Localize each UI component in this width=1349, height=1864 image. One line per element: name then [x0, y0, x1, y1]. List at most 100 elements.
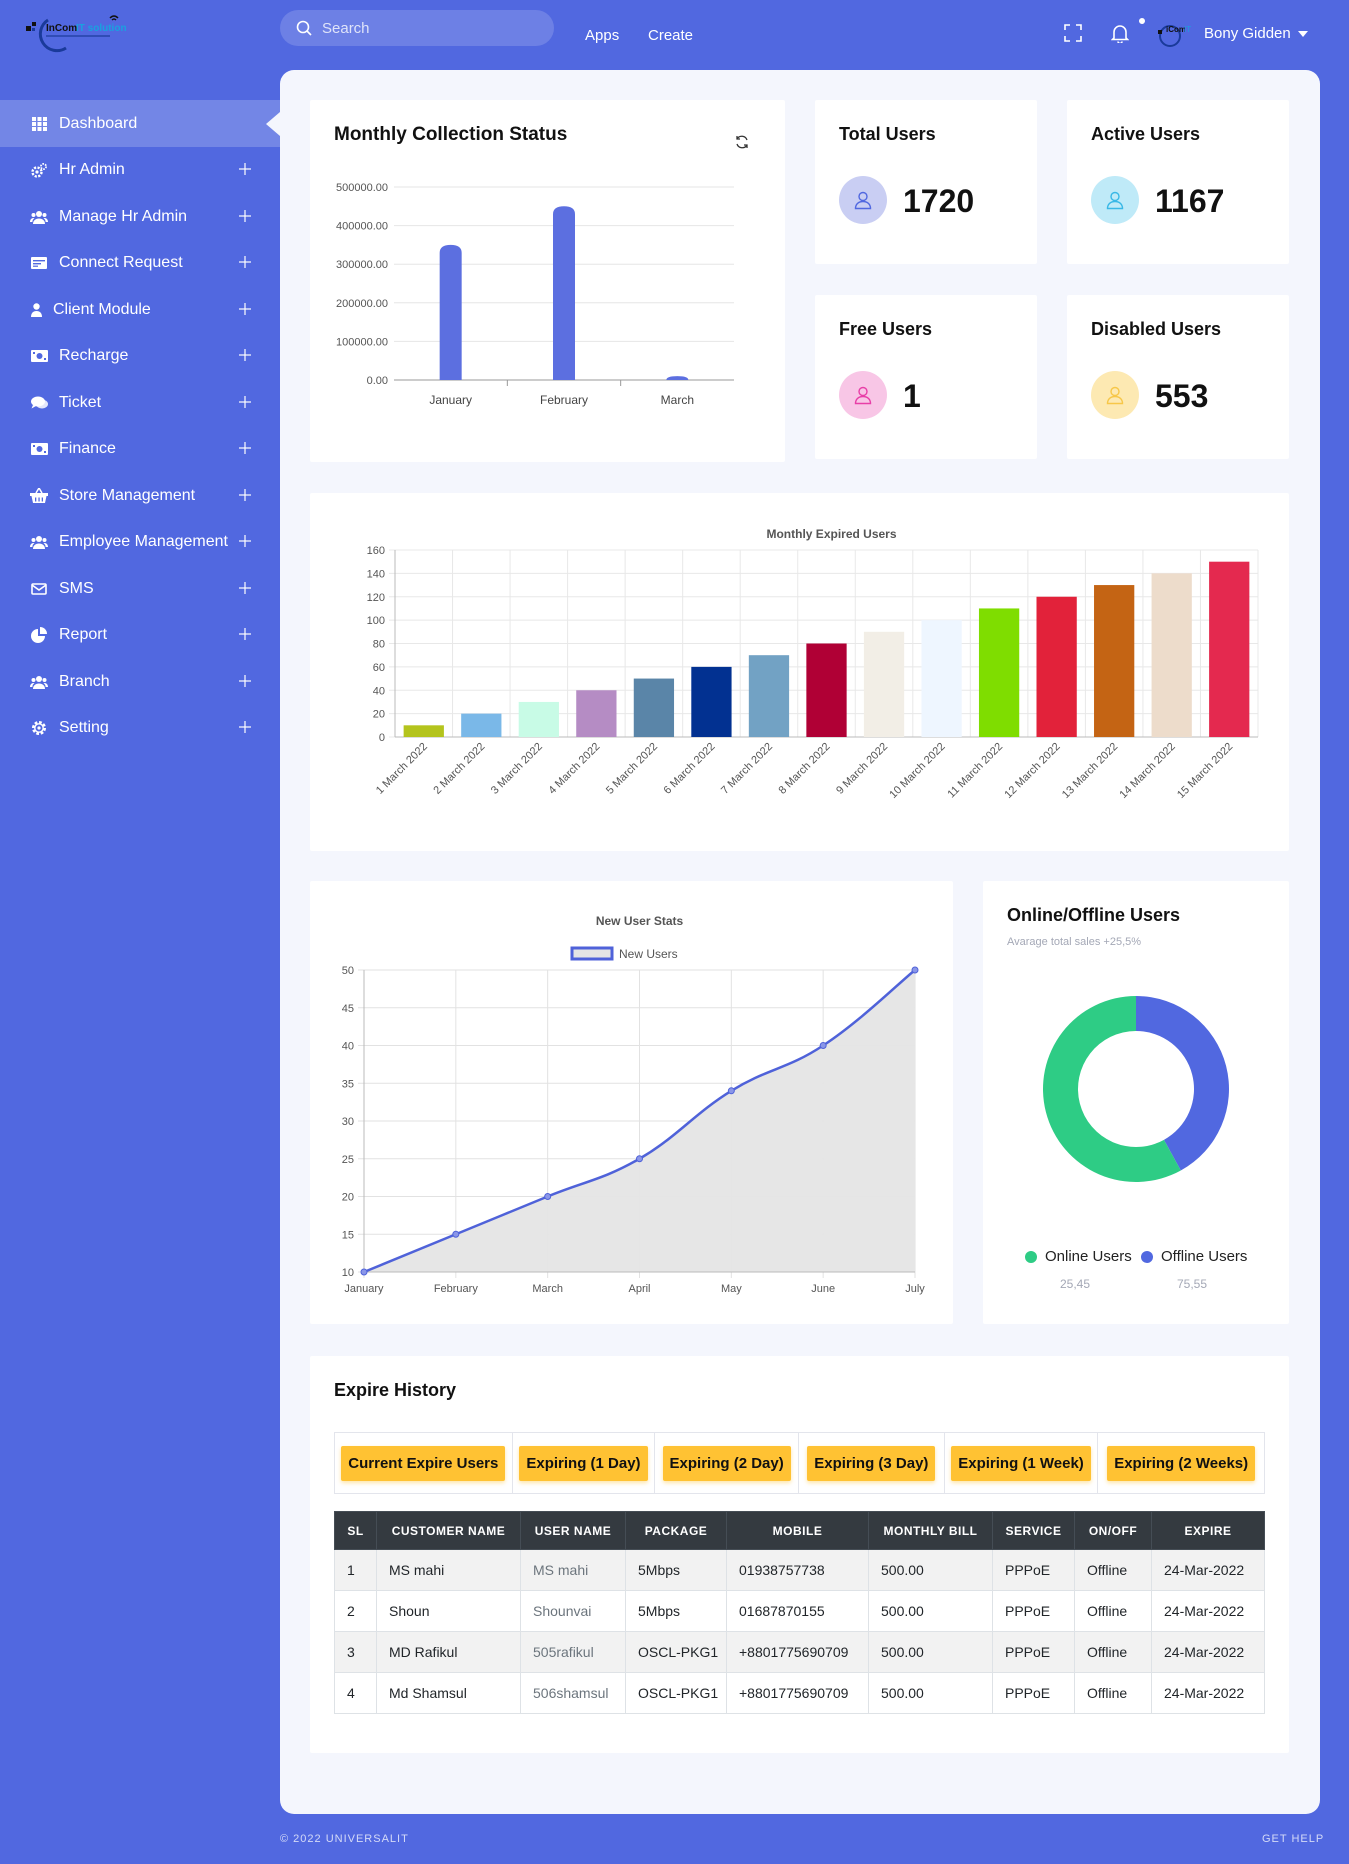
y-tick-label: 10	[342, 1267, 354, 1279]
card-title: Expire History	[334, 1380, 457, 1400]
plus-icon[interactable]	[238, 395, 252, 409]
y-tick-label: 30	[342, 1116, 354, 1128]
sidebar-item-setting[interactable]: Setting	[0, 705, 280, 752]
legend-swatch	[570, 946, 614, 961]
x-tick-label: 2 March 2022	[431, 741, 487, 797]
sidebar-item-client-module[interactable]: Client Module	[0, 287, 280, 334]
plus-icon[interactable]	[238, 255, 252, 269]
avatar[interactable]: iCom IT	[1158, 20, 1192, 48]
tab-cell: Expiring (1 Day)	[513, 1433, 656, 1493]
tab-expiring-2-weeks[interactable]: Expiring (2 Weeks)	[1107, 1445, 1256, 1481]
sidebar-item-finance[interactable]: Finance	[0, 426, 280, 473]
x-tick-label: 10 March 2022	[887, 741, 947, 801]
refresh-icon[interactable]	[734, 134, 750, 150]
tab-cell: Expiring (1 Week)	[945, 1433, 1099, 1493]
y-tick-label: 80	[373, 639, 385, 651]
plus-icon[interactable]	[238, 534, 252, 548]
tab-expiring-1-week[interactable]: Expiring (1 Week)	[951, 1445, 1091, 1481]
card-subtitle: Avarage total sales +25,5%	[1007, 936, 1142, 948]
cell-expire: 24-Mar-2022	[1151, 1590, 1265, 1632]
sidebar-item-hr-admin[interactable]: Hr Admin	[0, 147, 280, 194]
stat-value: 1720	[903, 183, 975, 219]
cell-service: PPPoE	[992, 1549, 1075, 1591]
plus-icon[interactable]	[238, 720, 252, 734]
sidebar-item-employee-management[interactable]: Employee Management	[0, 519, 280, 566]
caret-down-icon[interactable]	[1298, 31, 1308, 37]
data-point	[636, 1155, 643, 1163]
bar	[1036, 596, 1077, 737]
search-bar[interactable]	[280, 10, 554, 46]
y-tick-label: 160	[367, 545, 385, 557]
plus-icon[interactable]	[238, 441, 252, 455]
y-tick-label: 40	[373, 685, 385, 697]
x-tick-label: May	[721, 1283, 742, 1295]
plus-icon[interactable]	[238, 302, 252, 316]
get-help-link[interactable]: GET HELP	[1262, 1833, 1325, 1845]
tab-expiring-3-day[interactable]: Expiring (3 Day)	[807, 1445, 936, 1481]
bar	[978, 608, 1020, 737]
active-users-card: Active Users 1167	[1067, 100, 1289, 264]
new-users-card: New User Stats New Users 10 15 20 25 30 35 40 45 5…	[310, 881, 953, 1324]
plus-icon[interactable]	[238, 581, 252, 595]
plus-icon[interactable]	[238, 348, 252, 362]
cell-customer: MS mahi	[376, 1549, 521, 1591]
sidebar-item-manage-hr-admin[interactable]: Manage Hr Admin	[0, 194, 280, 241]
search-input[interactable]	[322, 19, 522, 37]
cell-customer: Shoun	[376, 1590, 521, 1632]
user-name[interactable]: Bony Gidden	[1204, 25, 1291, 42]
y-tick-label: 120	[367, 592, 385, 604]
x-tick-label: 12 March 2022	[1002, 741, 1062, 801]
x-tick-label: June	[811, 1283, 835, 1295]
bell-icon[interactable]	[1111, 24, 1129, 43]
table-row: 1 MS mahi MS mahi 5Mbps 01938757738 500.…	[334, 1549, 1265, 1591]
create-link[interactable]: Create	[648, 27, 694, 44]
tab-current-expire[interactable]: Current Expire Users	[341, 1445, 506, 1481]
plus-icon[interactable]	[238, 209, 252, 223]
apps-link[interactable]: Apps	[585, 27, 620, 44]
x-tick-label: 8 March 2022	[777, 741, 833, 797]
basket-icon	[30, 487, 48, 505]
bar	[576, 690, 617, 737]
collection-card: Monthly Collection Status 0.00 100000.00 2…	[310, 100, 785, 462]
y-tick-label: 100000.00	[336, 336, 388, 348]
money-icon	[30, 440, 48, 458]
y-tick-label: 500000.00	[336, 182, 388, 194]
plus-icon[interactable]	[238, 488, 252, 502]
collection-chart: 0.00 100000.00 200000.00 300000.00 400000.00…	[336, 182, 734, 407]
cell-status: Offline	[1074, 1672, 1152, 1714]
sidebar-item-branch[interactable]: Branch	[0, 659, 280, 706]
sidebar-item-label: Setting	[59, 719, 109, 737]
legend-dot	[1141, 1250, 1153, 1263]
sidebar-item-sms[interactable]: SMS	[0, 566, 280, 613]
sidebar-item-store-management[interactable]: Store Management	[0, 473, 280, 520]
y-tick-label: 35	[342, 1078, 354, 1090]
sidebar-item-ticket[interactable]: Ticket	[0, 380, 280, 427]
sidebar-item-report[interactable]: Report	[0, 612, 280, 659]
data-point	[911, 966, 919, 974]
plus-icon[interactable]	[238, 627, 252, 641]
column-header: SL	[334, 1511, 377, 1550]
bar	[806, 643, 847, 737]
plus-icon[interactable]	[238, 674, 252, 688]
sidebar-item-label: SMS	[59, 579, 94, 597]
sidebar-item-dashboard[interactable]: Dashboard	[0, 100, 280, 147]
tab-expiring-2-day[interactable]: Expiring (2 Day)	[662, 1445, 791, 1481]
x-tick-label: 4 March 2022	[546, 741, 602, 797]
y-tick-label: 140	[367, 568, 385, 580]
data-point	[544, 1193, 552, 1200]
sidebar-item-connect-request[interactable]: Connect Request	[0, 240, 280, 287]
plus-icon[interactable]	[238, 162, 252, 176]
sidebar-item-label: Recharge	[59, 347, 129, 365]
area-fill	[364, 970, 915, 1272]
bar	[921, 620, 962, 737]
svg-text:IT solution: IT solution	[76, 23, 127, 34]
fullscreen-icon[interactable]	[1064, 24, 1082, 42]
tab-expiring-1-day[interactable]: Expiring (1 Day)	[519, 1445, 648, 1481]
y-tick-label: 50	[342, 965, 354, 977]
y-tick-label: 300000.00	[336, 259, 388, 271]
chart-title: Monthly Expired Users	[766, 527, 896, 541]
bar	[439, 244, 462, 380]
sidebar-item-recharge[interactable]: Recharge	[0, 333, 280, 380]
tab-cell: Expiring (3 Day)	[799, 1433, 945, 1493]
table-row: 2 Shoun Shounvai 5Mbps 01687870155 500.0…	[334, 1590, 1265, 1632]
